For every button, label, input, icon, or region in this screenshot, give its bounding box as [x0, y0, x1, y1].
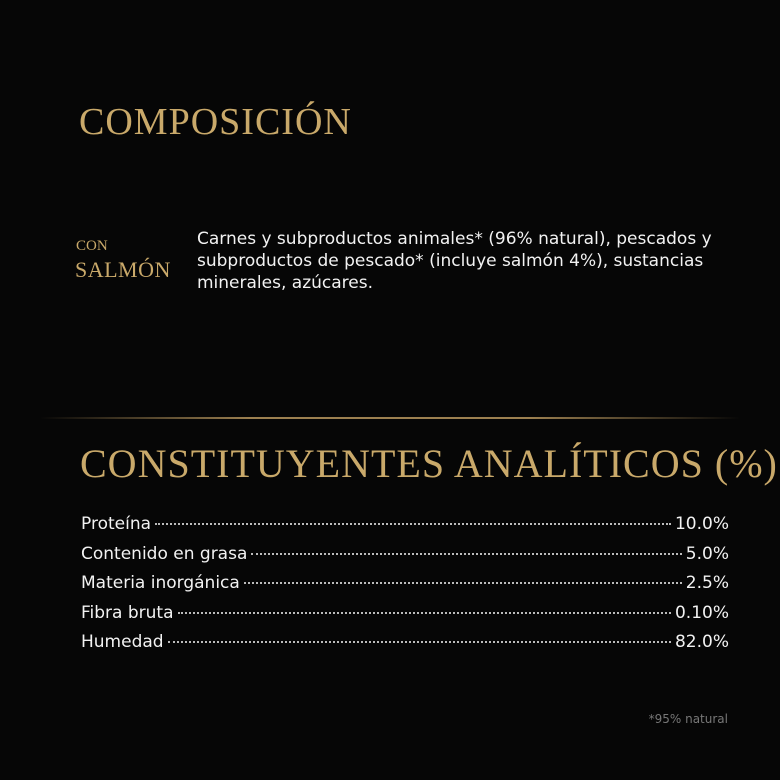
dot-leader: [177, 611, 671, 614]
flavor-prefix: CON: [76, 238, 108, 254]
dot-leader: [243, 582, 682, 584]
row-label: Materia inorgánica: [81, 573, 240, 593]
table-row: Humedad 82.0%: [81, 632, 729, 662]
dot-leader: [167, 641, 671, 643]
dot-leader: [251, 552, 682, 555]
table-row: Contenido en grasa 5.0%: [81, 544, 729, 574]
dot-leader: [155, 523, 671, 525]
row-label: Fibra bruta: [81, 602, 174, 623]
row-label: Proteína: [81, 514, 152, 534]
table-row: Fibra bruta 0.10%: [81, 603, 729, 633]
table-row: Materia inorgánica 2.5%: [81, 573, 729, 603]
row-label: Humedad: [81, 632, 164, 652]
flavor-name: SALMÓN: [75, 257, 171, 282]
row-value: 82.0%: [674, 632, 729, 652]
row-value: 2.5%: [685, 573, 729, 593]
footnote: *95% natural: [648, 712, 728, 726]
divider: [40, 417, 740, 419]
analytical-table: Proteína 10.0% Contenido en grasa 5.0% Mat…: [81, 514, 729, 662]
row-value: 10.0%: [674, 514, 729, 534]
analytical-title: CONSTITUYENTES ANALÍTICOS (%): [80, 441, 778, 486]
row-value: 0.10%: [674, 602, 729, 623]
composition-text: Carnes y subproductos animales* (96% nat…: [197, 229, 712, 293]
composition-title: COMPOSICIÓN: [79, 101, 352, 143]
row-value: 5.0%: [685, 543, 729, 564]
table-row: Proteína 10.0%: [81, 514, 729, 544]
row-label: Contenido en grasa: [81, 543, 248, 564]
